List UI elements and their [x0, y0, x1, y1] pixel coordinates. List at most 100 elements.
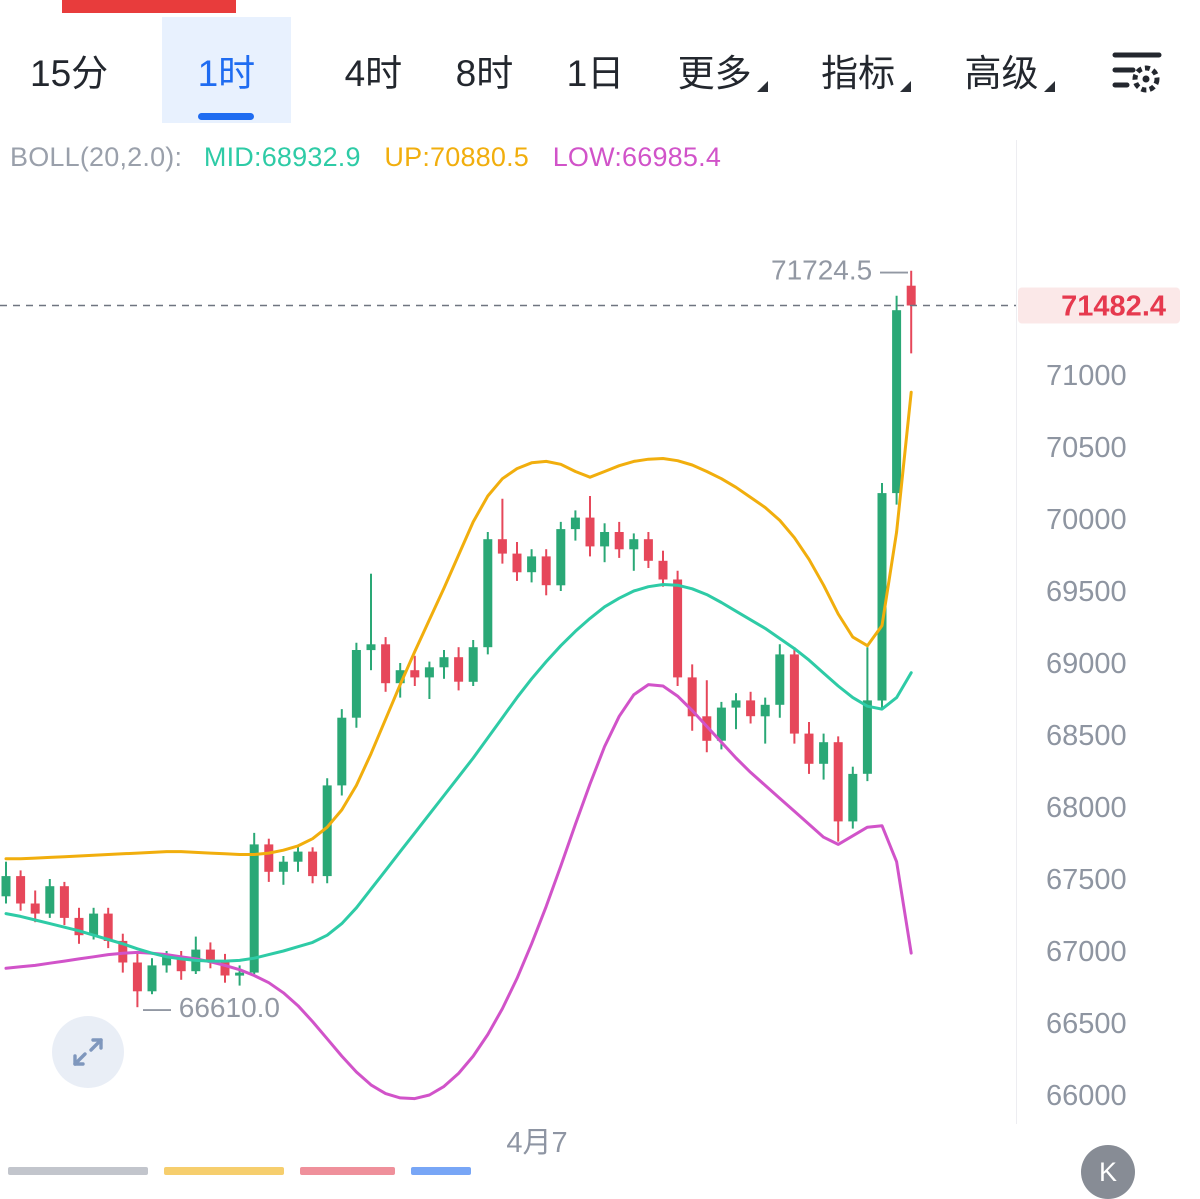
indicators-menu-label: 指标: [821, 53, 896, 94]
candle-body: [395, 670, 405, 684]
candle-body: [673, 579, 683, 678]
clipped-indicator-row: [8, 1167, 471, 1175]
candle-body: [527, 556, 537, 573]
candle-body: [176, 956, 186, 972]
candle-body: [585, 517, 595, 547]
candle-body: [264, 844, 274, 872]
fullscreen-button[interactable]: [52, 1016, 124, 1088]
candle-body: [497, 539, 507, 554]
candle-body: [59, 886, 69, 918]
candle-body: [235, 972, 245, 976]
expand-arrows-icon: [73, 1038, 103, 1066]
candle-body: [16, 876, 26, 904]
advanced-menu-label: 高级: [964, 53, 1039, 94]
candle-body: [687, 677, 697, 717]
candle-body: [731, 700, 741, 708]
candle-body: [205, 949, 215, 962]
candle-body: [716, 707, 726, 741]
boll-low-line: [4, 683, 913, 1101]
indicators-menu[interactable]: 指标: [821, 43, 912, 97]
candle-body: [877, 493, 887, 701]
boll-low-value: LOW:66985.4: [552, 142, 722, 172]
dropdown-corner-icon: [900, 81, 912, 92]
chart-settings-icon: [1112, 52, 1162, 93]
candle-body: [351, 650, 361, 718]
candle-body: [74, 917, 84, 936]
last-price-value: 71482.4: [1061, 291, 1166, 323]
y-axis-tick: 66000: [1046, 1080, 1127, 1112]
candle-body: [45, 886, 55, 914]
candle-body: [439, 657, 449, 668]
y-axis-tick: 71000: [1046, 360, 1127, 392]
candlestick-chart[interactable]: 71000 70500 70000 69500 69000 68500 68000 67500…: [0, 0, 1200, 1175]
chart-settings-button[interactable]: [1108, 41, 1166, 99]
active-tab-underline: [198, 113, 255, 120]
more-menu[interactable]: 更多: [678, 43, 768, 97]
y-axis-tick: 67500: [1046, 864, 1127, 896]
candle-body: [454, 657, 464, 682]
candle-body: [410, 670, 420, 678]
candle-body: [775, 654, 785, 705]
candle-body: [132, 962, 142, 992]
y-axis-tick: 66500: [1046, 1008, 1127, 1040]
candle-body: [162, 956, 172, 966]
candle-body: [658, 560, 668, 580]
advanced-menu[interactable]: 高级: [965, 43, 1055, 97]
candle-body: [424, 667, 434, 678]
candle-body: [760, 704, 770, 717]
candle-body: [30, 903, 40, 914]
tab-15min[interactable]: 15分: [30, 53, 109, 94]
candle-body: [819, 742, 829, 764]
candle-body: [89, 913, 99, 936]
clipped-red-banner: [62, 0, 236, 13]
candle-body: [789, 654, 799, 734]
y-axis-tick: 68500: [1046, 720, 1127, 752]
kline-button-label: K: [1098, 1156, 1117, 1187]
y-axis-tick: 70000: [1046, 504, 1127, 536]
dropdown-corner-icon: [756, 81, 768, 92]
low-price-annotation: — 66610.0: [143, 992, 280, 1023]
boll-up-value: UP:70880.5: [384, 142, 530, 172]
candle-body: [629, 539, 639, 550]
candle-body: [643, 539, 653, 561]
candle-body: [249, 844, 259, 973]
boll-indicator-row: BOLL(20,2.0): MID:68932.9 UP:70880.5 LOW…: [10, 142, 721, 173]
candle-body: [746, 700, 756, 717]
candle-body: [892, 310, 902, 494]
candle-body: [1, 876, 11, 897]
tab-1h-label: 1时: [197, 53, 256, 94]
high-price-annotation: 71724.5 —: [771, 255, 908, 286]
candle-body: [848, 773, 858, 822]
candle-body: [308, 851, 318, 877]
candle-body: [381, 644, 391, 684]
candle-body: [541, 556, 551, 586]
boll-mid-line: [4, 583, 913, 963]
candle-body: [147, 965, 157, 992]
candle-body: [278, 861, 288, 872]
candle-body: [293, 851, 303, 862]
candle-body: [614, 532, 624, 550]
candle-body: [322, 785, 332, 877]
candle-body: [512, 553, 522, 573]
candle-body: [600, 532, 610, 547]
kline-button[interactable]: K: [1081, 1145, 1135, 1199]
candle-body: [220, 961, 230, 976]
tab-4h[interactable]: 4时: [344, 53, 403, 94]
candle-body: [862, 700, 872, 774]
timeframe-toolbar: 15分 1时 4时 8时 1日 更多 指标 高级: [0, 0, 1200, 140]
tab-1h[interactable]: 1时: [161, 17, 292, 123]
candle-body: [833, 742, 843, 822]
candle-body: [906, 285, 916, 306]
candle-body: [337, 717, 347, 786]
candle-body: [483, 539, 493, 648]
boll-up-line: [4, 390, 913, 861]
tab-8h[interactable]: 8时: [455, 53, 514, 94]
y-axis-tick: 68000: [1046, 792, 1127, 824]
last-price-pill: [1018, 287, 1180, 324]
tab-1d[interactable]: 1日: [566, 53, 625, 94]
candle-body: [804, 733, 814, 764]
y-axis-tick: 70500: [1046, 432, 1127, 464]
candle-body: [366, 644, 376, 651]
candle-body: [556, 529, 566, 586]
boll-mid-value: MID:68932.9: [203, 142, 361, 172]
